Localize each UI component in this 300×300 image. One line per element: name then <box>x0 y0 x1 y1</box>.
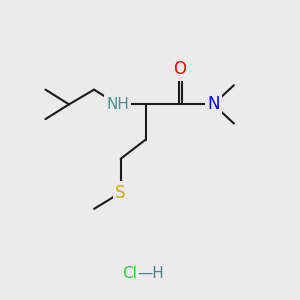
Text: N: N <box>207 95 220 113</box>
Text: Cl: Cl <box>122 266 137 281</box>
Text: —H: —H <box>137 266 164 281</box>
Text: O: O <box>173 60 186 78</box>
Text: S: S <box>115 184 126 202</box>
Text: NH: NH <box>106 97 129 112</box>
